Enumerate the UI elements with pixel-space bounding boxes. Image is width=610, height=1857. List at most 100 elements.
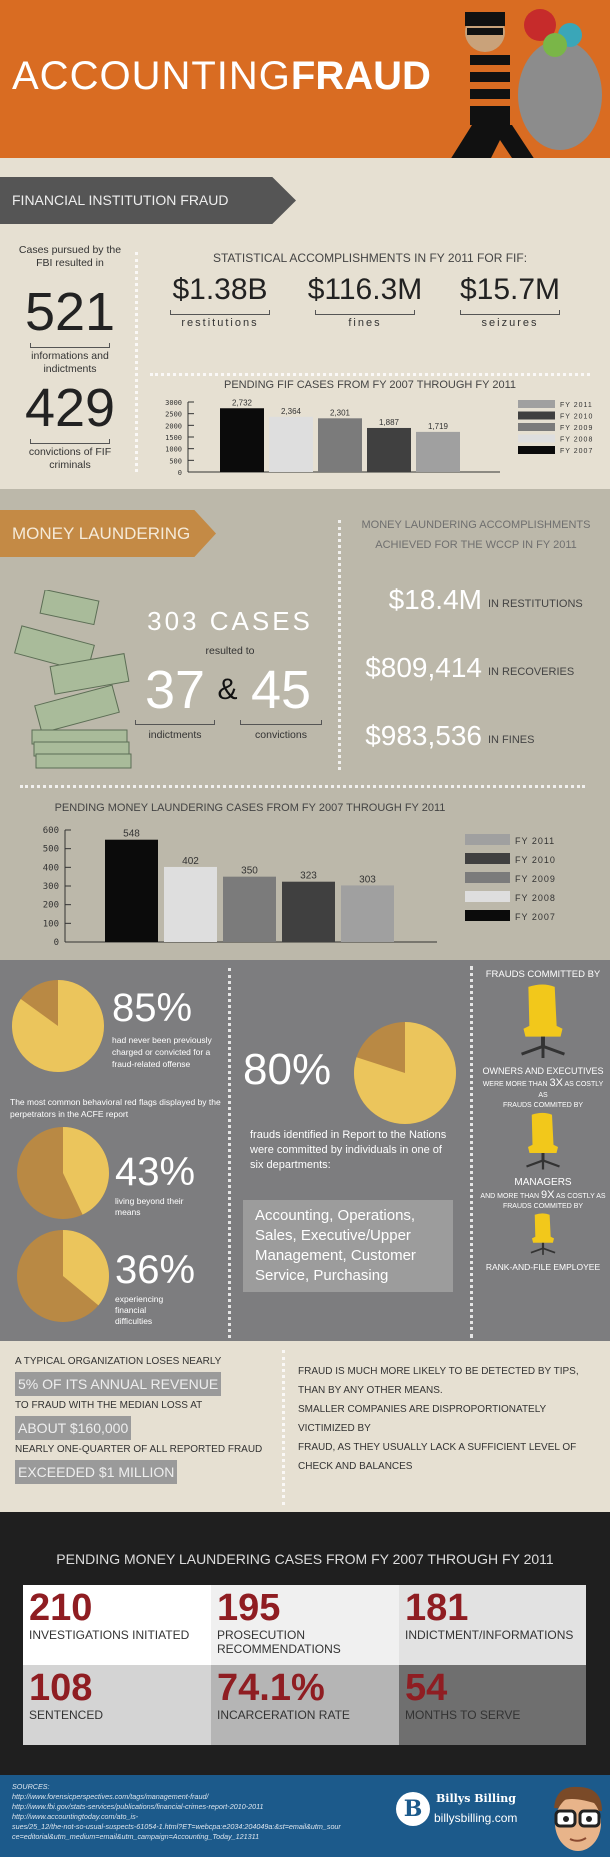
bar-fy-2007 [220, 408, 264, 472]
fact-right-5: CHECK AND BALANCES [298, 1461, 413, 1472]
p36-text: experiencing financial difficulties [115, 1294, 164, 1326]
owners-note-c: FRAUDS COMMITED BY [502, 1102, 584, 1109]
informations-value: 521 [24, 282, 116, 342]
managers-label: MANAGERS [514, 1177, 572, 1188]
fif-stat-value: $1.38B [172, 273, 268, 306]
avatar [554, 1786, 602, 1851]
fact-highlight-1: 5% OF ITS ANNUAL REVENUE [15, 1372, 222, 1396]
fif-banner: FINANCIAL INSTITUTION FRAUD [0, 177, 296, 224]
fact-right-4: FRAUD, AS THEY USUALLY LACK A SUFFICIENT… [298, 1442, 577, 1453]
y-tick-label: 3000 [165, 399, 182, 407]
pending-stat-cell: 74.1% INCARCERATION RATE [211, 1665, 399, 1745]
legend-label: FY 2011 [515, 836, 555, 846]
brand-name[interactable]: Billys Billing [436, 1792, 516, 1805]
y-tick-label: 100 [43, 919, 59, 929]
fif-stat-value: $15.7M [459, 273, 561, 306]
fif-stat: $15.7M seizures [440, 272, 580, 332]
fif-bar-chart: 0 500 1000 1500 2000 2500 3000 2,732 2,364 2,301 1… [165, 398, 593, 477]
pie-36 [17, 1230, 109, 1322]
legend-label: FY 2009 [560, 425, 593, 432]
source-link[interactable]: http://www.fbi.gov/stats-services/public… [12, 1802, 264, 1811]
legend-swatch [518, 411, 555, 420]
legend-label: FY 2008 [560, 437, 593, 444]
p36-value: 36% [115, 1248, 196, 1292]
ml-acc-title-2: ACHIEVED FOR THE WCCP IN FY 2011 [375, 539, 577, 551]
p43-text: living beyond their means [115, 1196, 184, 1217]
chair-icon-large [521, 984, 565, 1059]
bar-value-label: 2,364 [281, 407, 302, 416]
bar-fy-2010 [282, 881, 335, 942]
fact-line-3: NEARLY ONE-QUARTER OF ALL REPORTED FRAUD [15, 1444, 263, 1455]
sources-title: SOURCES: [12, 1782, 50, 1791]
pending-stat-label: INDICTMENT/INFORMATIONS [405, 1628, 574, 1642]
ml-amp: & [217, 673, 238, 706]
y-tick-label: 200 [43, 901, 59, 911]
pending-stats-grid: 210 INVESTIGATIONS INITIATED 195 PROSECUTIO… [23, 1585, 586, 1745]
pie-slice-value [63, 1230, 109, 1306]
pending-stat-value: 74.1% [217, 1667, 325, 1709]
source-link[interactable]: ce=editorial&utm_medium=email&utm_campai… [12, 1832, 260, 1841]
legend-swatch [465, 910, 510, 921]
legend-label: FY 2011 [560, 402, 593, 409]
pending-stat-label: MONTHS TO SERVE [405, 1708, 521, 1722]
bar-fy-2008 [164, 866, 217, 942]
pie-43 [17, 1127, 109, 1219]
pending-stat-cell: 210 INVESTIGATIONS INITIATED [23, 1585, 211, 1665]
legend-swatch [465, 834, 510, 845]
brand-letter: B [403, 1796, 423, 1822]
brand-url[interactable]: billysbilling.com [434, 1811, 518, 1825]
source-link[interactable]: sues/25_12/the-not-so-usual-suspects-610… [12, 1822, 341, 1831]
source-link[interactable]: http://www.forensicperspectives.com/tags… [12, 1792, 209, 1801]
fif-chart-title: PENDING FIF CASES FROM FY 2007 THROUGH F… [224, 379, 516, 391]
y-tick-label: 1500 [165, 434, 182, 442]
fact-right-2: THAN BY ANY OTHER MEANS. [298, 1385, 443, 1396]
y-tick-label: 0 [178, 469, 182, 477]
source-link[interactable]: http://www.accountingtoday.com/ato_is- [12, 1812, 139, 1821]
legend-label: FY 2009 [515, 874, 556, 884]
pie-slice-value [354, 1022, 456, 1124]
pending-stat-value: 195 [217, 1587, 281, 1629]
bar-fy-2011 [341, 885, 394, 942]
pending-stat-value: 181 [405, 1587, 469, 1629]
legend-swatch [465, 872, 510, 883]
bar-fy-2008 [269, 416, 313, 472]
pending-stat-label: SENTENCED [29, 1708, 104, 1722]
owners-multiplier: 3X [549, 1077, 563, 1089]
fif-stat: $1.38B restitutions [150, 272, 290, 332]
pie-80 [354, 1022, 456, 1124]
bar-value-label: 548 [123, 829, 140, 840]
convictions-label: convictions of FIF criminals [28, 446, 112, 471]
pending-title: PENDING MONEY LAUNDERING CASES FROM FY 2… [56, 1551, 554, 1567]
legend-swatch [465, 891, 510, 902]
fif-stats-title: STATISTICAL ACCOMPLISHMENTS IN FY 2011 F… [212, 251, 528, 265]
p85-value: 85% [112, 986, 193, 1030]
legend-label: FY 2008 [515, 893, 556, 903]
owners-note-a: WERE MORE THAN [482, 1081, 548, 1088]
money-stack-illustration [14, 590, 132, 769]
cases-intro: Cases pursued by the FBI resulted in [18, 244, 122, 269]
ml-acc-label: IN FINES [488, 734, 535, 746]
title-light: ACCOUNTING [12, 54, 291, 98]
ml-resulted: resulted to [205, 645, 255, 657]
ml-bar-chart: 0 100 200 300 400 500 600 548 402 350 323 303 FY 201… [43, 826, 556, 948]
committed-title: FRAUDS COMMITTED BY [485, 969, 601, 980]
fif-stat-label: seizures [481, 317, 539, 329]
bar-fy-2009 [223, 876, 276, 942]
thief-illustration [440, 9, 602, 194]
pie-slice-value [11, 980, 105, 1072]
legend-swatch [518, 423, 555, 431]
managers-note-b: AS COSTLY AS [556, 1193, 606, 1200]
ml-acc-value: $18.4M [388, 584, 482, 615]
ml-banner: MONEY LAUNDERING [0, 510, 216, 557]
convictions-value: 429 [24, 378, 116, 438]
y-tick-label: 600 [43, 826, 59, 836]
managers-multiplier: 9X [540, 1189, 555, 1201]
bar-value-label: 303 [359, 874, 376, 885]
ml-convictions-label: convictions [255, 729, 307, 741]
ml-acc-title-1: MONEY LAUNDERING ACCOMPLISHMENTS [361, 519, 591, 531]
pie-slice-value [63, 1127, 109, 1215]
managers-note-c: FRAUDS COMMITED BY [502, 1203, 584, 1210]
ml-accomplishment: $18.4M IN RESTITUTIONS [350, 582, 606, 622]
managers-note-a: AND MORE THAN [480, 1193, 540, 1200]
bar-value-label: 323 [300, 871, 317, 882]
